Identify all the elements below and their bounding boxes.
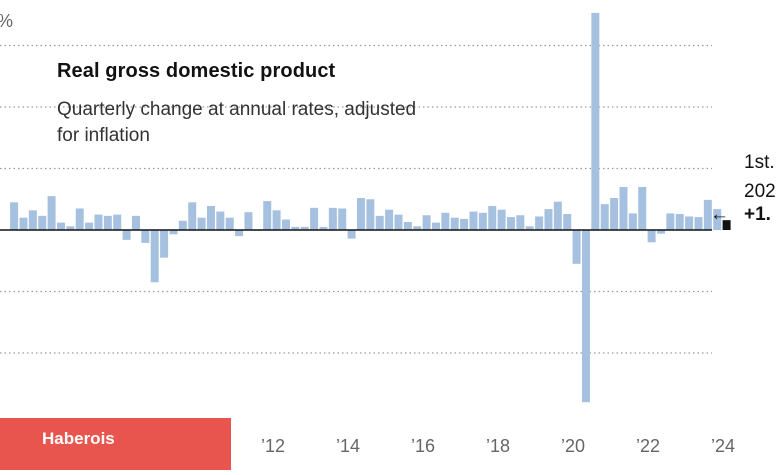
bar-2014Q2	[356, 198, 365, 230]
bar-2014Q3	[366, 199, 375, 230]
bar-2011Q4	[263, 201, 272, 230]
bar-2022Q3	[666, 213, 675, 231]
bar-2022Q2	[656, 230, 665, 234]
x-tick-label: ’16	[411, 436, 435, 456]
bar-2009Q4	[188, 202, 197, 230]
bar-2021Q2	[619, 186, 628, 230]
brand-badge[interactable]: Haberois	[0, 418, 231, 470]
bar-2010Q3	[216, 211, 225, 230]
bar-2012Q2	[281, 219, 290, 230]
x-tick-label: ’22	[636, 436, 660, 456]
bars	[10, 12, 731, 403]
bar-2012Q4	[300, 226, 309, 231]
bar-2014Q1	[347, 230, 356, 239]
bar-2013Q3	[328, 207, 337, 230]
bar-2014Q4	[375, 215, 384, 230]
bar-2023Q3	[703, 199, 712, 231]
bar-2017Q1	[460, 218, 469, 230]
bar-2016Q4	[450, 217, 459, 230]
bar-2007Q3	[103, 215, 112, 230]
x-tick-label: ’14	[336, 436, 360, 456]
bar-2005Q2	[19, 217, 28, 230]
bar-2021Q4	[638, 186, 647, 230]
bar-2016Q3	[441, 212, 450, 230]
bar-2009Q1	[160, 230, 169, 258]
bar-2008Q1	[122, 230, 131, 240]
latest-year-label: 202	[744, 181, 776, 202]
bar-2008Q2	[131, 215, 140, 230]
bar-2010Q1	[197, 217, 206, 230]
bar-2020Q3	[591, 12, 600, 230]
bar-2023Q2	[694, 217, 703, 231]
bar-2011Q2	[244, 212, 253, 230]
bar-2018Q1	[497, 209, 506, 230]
bar-2016Q1	[422, 215, 431, 230]
bar-2009Q3	[178, 220, 187, 231]
bar-2013Q2	[319, 226, 328, 231]
bar-2005Q3	[28, 210, 37, 230]
bar-2013Q4	[338, 208, 347, 230]
bar-2020Q4	[600, 204, 609, 230]
bar-2023Q4	[713, 209, 722, 230]
bar-2005Q1	[10, 202, 19, 230]
bar-2023Q1	[685, 216, 694, 230]
bar-2021Q1	[610, 198, 619, 230]
bar-2015Q2	[394, 214, 403, 231]
bar-2021Q3	[628, 213, 637, 231]
bar-2018Q2	[506, 217, 515, 231]
bar-2008Q3	[141, 230, 150, 243]
bar-2010Q4	[225, 217, 234, 230]
bar-2008Q4	[150, 230, 159, 283]
bar-2006Q2	[56, 222, 65, 230]
bar-2019Q1	[535, 216, 544, 230]
latest-quarter-annotation: 1st. 202	[744, 148, 776, 206]
bar-2019Q2	[544, 209, 553, 230]
bar-2020Q1	[572, 230, 581, 264]
bar-2012Q1	[272, 210, 281, 230]
bar-2018Q3	[516, 215, 525, 230]
left-arrow-icon: ←	[710, 204, 729, 225]
bar-2016Q2	[431, 222, 440, 230]
bar-2007Q2	[94, 214, 103, 231]
bar-2015Q4	[413, 226, 422, 230]
bar-2019Q3	[553, 201, 562, 230]
bar-2005Q4	[38, 215, 47, 230]
latest-quarter-label: 1st.	[744, 152, 775, 173]
bar-2015Q3	[403, 222, 412, 230]
latest-value-label: +1.	[744, 204, 771, 225]
x-tick-label: ’20	[561, 436, 585, 456]
bar-2006Q4	[75, 208, 84, 230]
bar-2019Q4	[563, 214, 572, 230]
bar-2015Q1	[385, 209, 394, 230]
bar-2006Q3	[66, 226, 75, 230]
chart-title: Real gross domestic product	[57, 60, 336, 82]
x-tick-label: ’12	[261, 436, 285, 456]
bar-2012Q3	[291, 226, 300, 231]
gridlines	[0, 44, 712, 354]
brand-name: Haberois	[42, 429, 115, 448]
bar-2013Q1	[310, 207, 319, 230]
bar-2007Q4	[113, 214, 122, 231]
bar-2018Q4	[525, 226, 534, 230]
bar-2010Q2	[206, 206, 215, 230]
x-tick-label: ’18	[486, 436, 510, 456]
bar-2017Q3	[478, 212, 487, 230]
x-tick-label: ’24	[711, 436, 735, 456]
bar-2017Q2	[469, 211, 478, 230]
chart-subtitle: Quarterly change at annual rates, adjust…	[57, 99, 417, 146]
bar-2011Q1	[235, 230, 244, 237]
y-axis-unit-label: %	[0, 11, 13, 32]
bar-2007Q1	[85, 222, 94, 230]
bar-2024Q1	[722, 220, 731, 230]
bar-2022Q1	[647, 230, 656, 243]
bar-2009Q2	[169, 230, 178, 235]
bar-2022Q4	[675, 214, 684, 230]
bar-2020Q2	[581, 230, 590, 403]
bar-2006Q1	[47, 196, 56, 231]
bar-2017Q4	[488, 206, 497, 230]
